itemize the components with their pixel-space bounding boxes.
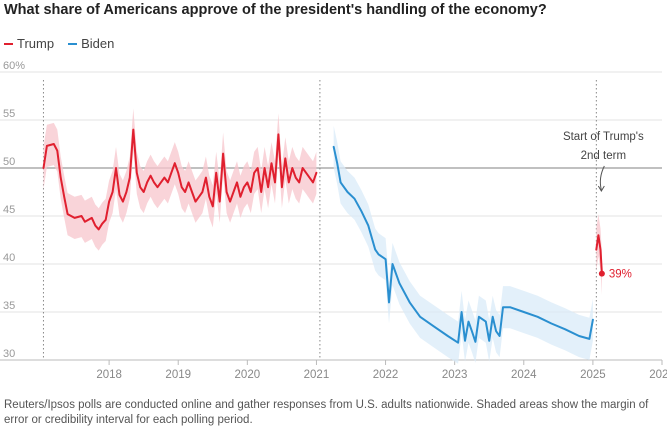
series-line: [42, 128, 318, 231]
annotation-line-2: 2nd term: [581, 150, 626, 162]
chart-plot: 30 35 40 45 50 55 60% 2018 2019 2020 2021 2022 2023 2…: [0, 60, 667, 381]
y-tick-label: 45: [3, 204, 15, 216]
confidence-band: [333, 125, 593, 364]
annotation-arrow: [599, 165, 605, 191]
confidence-band: [596, 214, 602, 295]
annotation-line-1: Start of Trump's: [563, 131, 644, 143]
y-tick-label: 55: [3, 108, 15, 120]
series-line: [332, 145, 594, 344]
x-tick-label: 2021: [304, 369, 330, 381]
legend-swatch-biden: [68, 42, 78, 45]
x-tick-label: 2022: [373, 369, 399, 381]
legend-label-biden: Biden: [81, 36, 115, 51]
series-line: [595, 234, 603, 275]
x-tick-label: 2019: [165, 369, 191, 381]
y-tick-label: 50: [3, 156, 15, 168]
x-tick-label: 2026: [649, 369, 667, 381]
legend-item-trump: Trump: [4, 36, 54, 51]
end-point: [598, 270, 605, 277]
legend: Trump Biden: [4, 36, 114, 51]
legend-label-trump: Trump: [17, 36, 55, 51]
y-tick-label: 35: [3, 300, 15, 312]
chart-title: What share of Americans approve of the p…: [4, 2, 547, 18]
footnote: Reuters/Ipsos polls are conducted online…: [4, 399, 649, 426]
annotation-arrowhead: [597, 185, 605, 192]
y-tick-label: 60%: [3, 60, 25, 72]
x-tick-label: 2018: [96, 369, 122, 381]
legend-swatch-trump: [4, 42, 13, 45]
y-tick-label: 40: [3, 252, 15, 264]
legend-item-biden: Biden: [68, 36, 114, 51]
end-value-label: 39%: [609, 269, 632, 281]
y-tick-label: 30: [3, 348, 15, 360]
x-tick-label: 2024: [511, 369, 537, 381]
x-tick-label: 2020: [235, 369, 261, 381]
x-tick-label: 2025: [580, 369, 606, 381]
x-tick-label: 2023: [442, 369, 468, 381]
